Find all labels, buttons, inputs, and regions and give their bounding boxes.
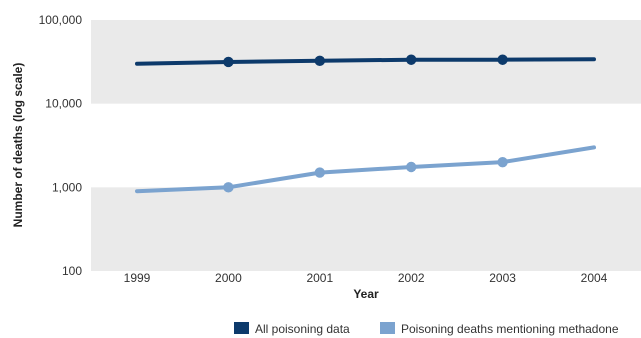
- y-tick-label: 1,000: [52, 180, 82, 194]
- data-point: [406, 161, 417, 173]
- x-tick-label: 2003: [489, 271, 516, 285]
- data-point: [223, 182, 234, 193]
- x-axis-tick-labels: 1999 2000 2001 2002 2003 2004: [124, 271, 608, 285]
- legend-swatch: [380, 322, 395, 334]
- y-axis-tick-labels: 100 1,000 10,000 100,000: [39, 13, 83, 278]
- x-axis-title: Year: [353, 287, 379, 301]
- x-tick-label: 2004: [581, 271, 608, 285]
- data-point: [223, 56, 234, 68]
- band-shade: [91, 187, 641, 271]
- x-tick-label: 2000: [215, 271, 242, 285]
- y-tick-label: 100: [62, 264, 82, 278]
- series-line-2: [135, 145, 596, 194]
- y-axis-title: Number of deaths (log scale): [11, 63, 25, 228]
- series-line-1: [135, 57, 596, 66]
- y-tick-label: 100,000: [39, 13, 83, 27]
- legend: All poisoning data Poisoning deaths menti…: [234, 322, 619, 336]
- data-point: [314, 55, 325, 67]
- data-point: [497, 54, 508, 65]
- data-point: [497, 156, 508, 168]
- legend-swatch: [234, 322, 249, 334]
- series-markers: [223, 54, 508, 193]
- x-tick-label: 1999: [124, 271, 151, 285]
- y-tick-label: 10,000: [45, 97, 82, 111]
- series-lines: [135, 57, 596, 194]
- data-point: [314, 167, 325, 178]
- legend-label: All poisoning data: [255, 322, 350, 336]
- data-point: [406, 54, 417, 65]
- x-tick-label: 2002: [398, 271, 425, 285]
- x-tick-label: 2001: [306, 271, 333, 285]
- legend-label: Poisoning deaths mentioning methadone: [401, 322, 619, 336]
